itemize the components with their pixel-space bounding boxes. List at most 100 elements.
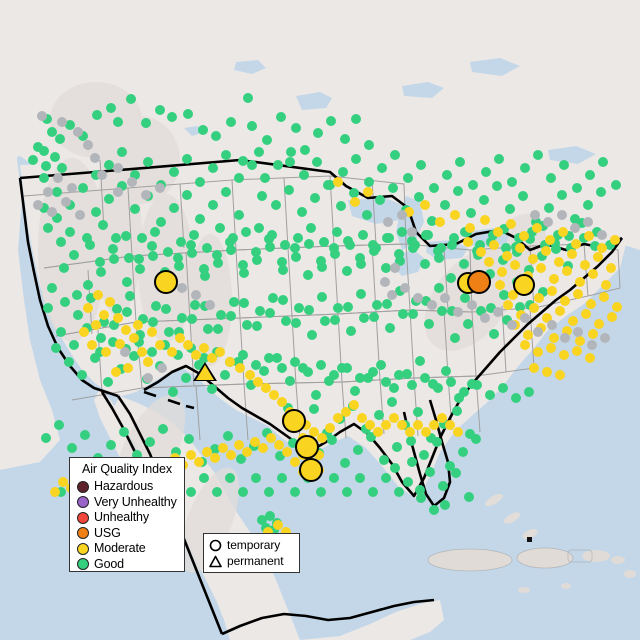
station-dot <box>222 430 234 442</box>
station-dot <box>237 259 249 271</box>
station-dot <box>168 202 180 214</box>
station-dot <box>437 480 449 492</box>
station-dot <box>436 305 448 317</box>
station-dot <box>55 236 67 248</box>
station-dot <box>337 166 349 178</box>
station-dot <box>604 239 616 251</box>
station-dot <box>264 307 276 319</box>
marker-legend-row[interactable]: temporary <box>208 537 295 553</box>
aqi-legend-label: Hazardous <box>94 479 154 494</box>
station-dot <box>413 191 425 203</box>
station-dot <box>310 389 322 401</box>
temporary-station-marker[interactable] <box>299 458 323 482</box>
station-dot <box>428 419 440 431</box>
station-dot <box>267 292 279 304</box>
station-dot <box>483 256 495 268</box>
station-dot <box>386 396 398 408</box>
station-dot <box>406 226 418 238</box>
station-dot <box>146 346 158 358</box>
station-dot <box>329 314 341 326</box>
station-dot <box>501 250 513 262</box>
station-dot <box>393 248 405 260</box>
station-dot <box>225 116 237 128</box>
station-dot <box>224 472 236 484</box>
station-dot <box>374 194 386 206</box>
station-dot <box>134 329 146 341</box>
marker-shape-legend: temporary permanent <box>203 533 300 573</box>
station-dot <box>144 436 156 448</box>
station-dot <box>32 199 44 211</box>
station-dot <box>355 258 367 270</box>
station-dot <box>131 449 143 461</box>
station-dot <box>204 299 216 311</box>
station-dot <box>275 111 287 123</box>
temporary-station-marker[interactable] <box>513 274 535 296</box>
station-dot <box>425 432 437 444</box>
aqi-legend-row[interactable]: Unhealthy <box>76 510 178 526</box>
station-dot <box>471 379 483 391</box>
station-dot <box>38 202 50 214</box>
station-dot <box>303 304 315 316</box>
station-dot <box>409 239 421 251</box>
station-dot <box>265 432 277 444</box>
station-dot <box>166 346 178 358</box>
station-dot <box>115 363 127 375</box>
station-dot <box>466 299 478 311</box>
temporary-station-marker[interactable] <box>467 270 491 294</box>
aqi-legend-row[interactable]: USG <box>76 526 178 542</box>
station-dot <box>528 302 540 314</box>
station-dot <box>448 232 460 244</box>
aqi-legend-row[interactable]: Hazardous <box>76 479 178 495</box>
station-dot <box>571 345 583 357</box>
station-dot <box>380 472 392 484</box>
station-dot <box>68 339 80 351</box>
station-dot <box>391 441 403 453</box>
station-dot <box>363 176 375 188</box>
station-dot <box>504 203 516 215</box>
station-dot <box>242 92 254 104</box>
aqi-legend-row[interactable]: Very Unhealthy <box>76 495 178 511</box>
aqi-legend-row[interactable]: Good <box>76 557 178 573</box>
station-dot <box>464 222 476 234</box>
aqi-legend-row[interactable]: Moderate <box>76 541 178 557</box>
station-dot <box>457 446 469 458</box>
aqi-legend-label: Good <box>94 556 124 571</box>
station-dot <box>332 302 344 314</box>
station-dot <box>344 239 356 251</box>
station-dot <box>383 232 395 244</box>
temporary-station-marker[interactable] <box>154 270 178 294</box>
permanent-station-marker[interactable] <box>193 362 217 381</box>
station-dot <box>458 258 470 270</box>
station-dot <box>323 375 335 387</box>
station-dot <box>220 149 232 161</box>
station-dot <box>329 248 341 260</box>
marker-legend-row[interactable]: permanent <box>208 553 295 569</box>
station-dot <box>181 189 193 201</box>
station-dot <box>201 242 213 254</box>
station-dot <box>316 261 328 273</box>
station-dot <box>530 216 542 228</box>
station-dot <box>142 156 154 168</box>
station-dot <box>419 199 431 211</box>
station-dot <box>237 349 249 361</box>
station-dot <box>318 236 330 248</box>
station-dot <box>488 239 500 251</box>
temporary-station-marker[interactable] <box>295 435 319 459</box>
station-dot <box>554 305 566 317</box>
station-dot <box>292 232 304 244</box>
station-dot <box>491 180 503 192</box>
station-dot <box>572 288 584 300</box>
station-dot <box>114 338 126 350</box>
marker-legend-label: temporary <box>227 537 281 552</box>
station-dot <box>272 159 284 171</box>
station-dot <box>233 209 245 221</box>
station-dot <box>245 379 257 391</box>
station-dot <box>611 301 623 313</box>
station-dot <box>434 216 446 228</box>
station-dot <box>225 449 237 461</box>
station-dot <box>266 229 278 241</box>
station-dot <box>283 184 295 196</box>
temporary-station-marker[interactable] <box>282 409 306 433</box>
